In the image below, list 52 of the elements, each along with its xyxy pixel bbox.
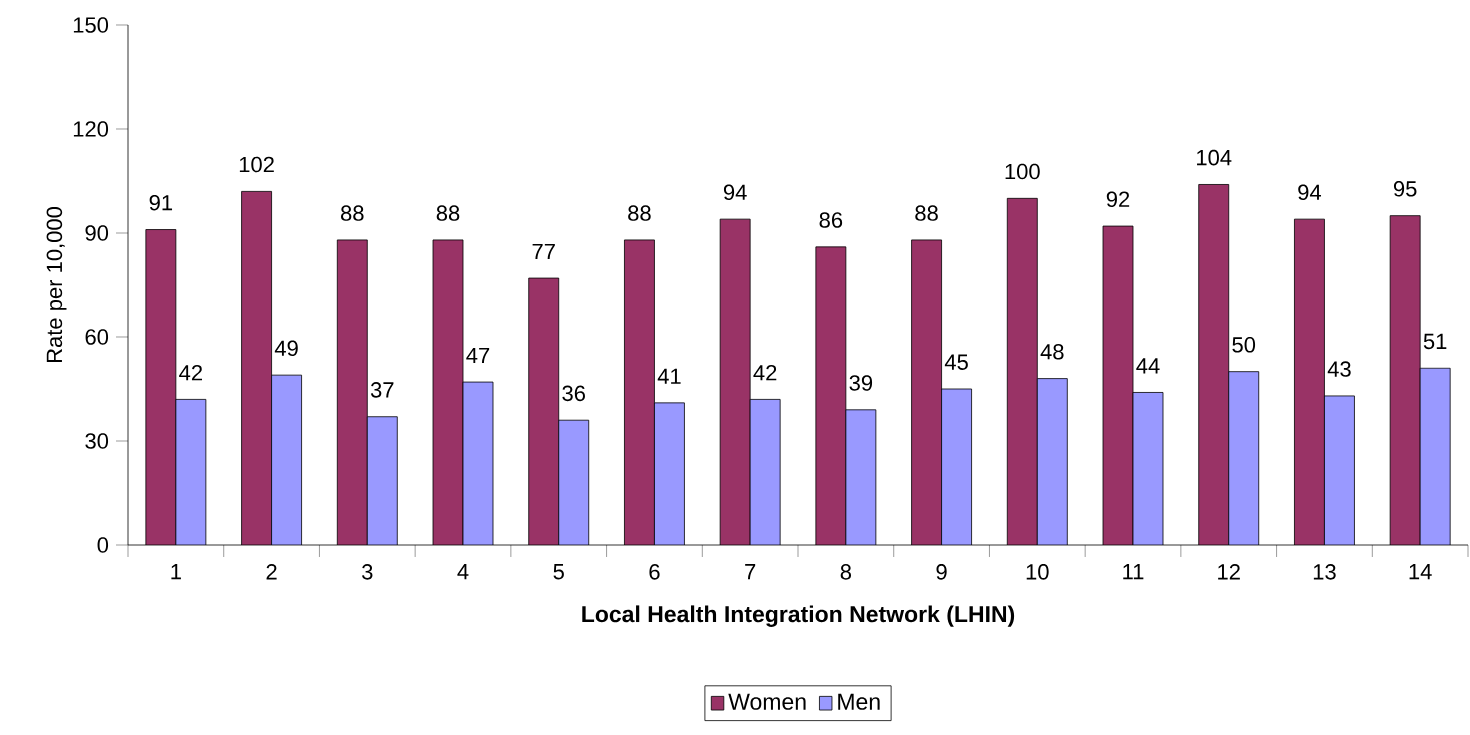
data-label: 86 xyxy=(819,212,843,228)
x-tick-label: 5 xyxy=(553,564,564,580)
data-label: 88 xyxy=(436,205,460,221)
x-tick-label: 9 xyxy=(936,564,947,580)
y-tick-label: 0 xyxy=(97,537,109,553)
data-label: 88 xyxy=(915,205,938,221)
x-tick-label: 13 xyxy=(1313,564,1336,580)
data-label: 77 xyxy=(532,243,555,259)
data-label: 88 xyxy=(628,205,651,221)
data-label: 41 xyxy=(657,368,681,384)
data-label: 104 xyxy=(1197,149,1232,166)
legend-label: Men xyxy=(838,693,880,710)
y-axis-title: Rate per 10,000 xyxy=(46,207,67,363)
data-label: 47 xyxy=(466,347,490,363)
data-label: 92 xyxy=(1106,191,1130,208)
data-label: 95 xyxy=(1393,181,1417,197)
y-tick-label: 90 xyxy=(85,225,109,241)
x-tick-label: 1 xyxy=(171,564,181,580)
data-label: 88 xyxy=(341,205,364,221)
data-label: 42 xyxy=(753,365,777,381)
y-tick-label: 120 xyxy=(73,121,109,137)
data-label: 100 xyxy=(1005,163,1040,180)
x-tick-label: 4 xyxy=(457,564,469,580)
x-tick-label: 14 xyxy=(1409,564,1432,580)
x-tick-label: 3 xyxy=(362,564,373,580)
x-tick-label: 8 xyxy=(840,564,852,580)
data-label: 102 xyxy=(239,156,274,173)
data-label: 44 xyxy=(1136,358,1160,374)
x-axis-title: Local Health Integration Network (LHIN) xyxy=(582,605,1015,627)
x-tick-label: 6 xyxy=(649,564,660,580)
data-label: 94 xyxy=(1298,184,1322,201)
data-label: 48 xyxy=(1040,343,1064,360)
x-tick-label: 12 xyxy=(1218,564,1240,580)
data-label: 36 xyxy=(562,385,585,402)
x-tick-label: 10 xyxy=(1026,564,1049,580)
data-label: 94 xyxy=(723,184,747,201)
data-label: 50 xyxy=(1232,337,1256,353)
data-label: 51 xyxy=(1423,333,1447,350)
data-label: 43 xyxy=(1327,361,1351,377)
data-label: 39 xyxy=(849,375,873,391)
data-label: 37 xyxy=(370,382,394,398)
y-tick-label: 150 xyxy=(73,17,109,33)
data-label: 45 xyxy=(944,354,968,370)
legend-label: Women xyxy=(728,693,806,710)
data-label: 42 xyxy=(179,365,202,381)
x-tick-label: 7 xyxy=(745,564,756,580)
y-tick-label: 30 xyxy=(85,433,109,449)
y-tick-label: 60 xyxy=(85,329,109,345)
data-label: 91 xyxy=(149,194,173,211)
x-tick-label: 11 xyxy=(1123,564,1144,580)
x-tick-label: 2 xyxy=(266,564,277,580)
data-label: 49 xyxy=(274,340,298,357)
